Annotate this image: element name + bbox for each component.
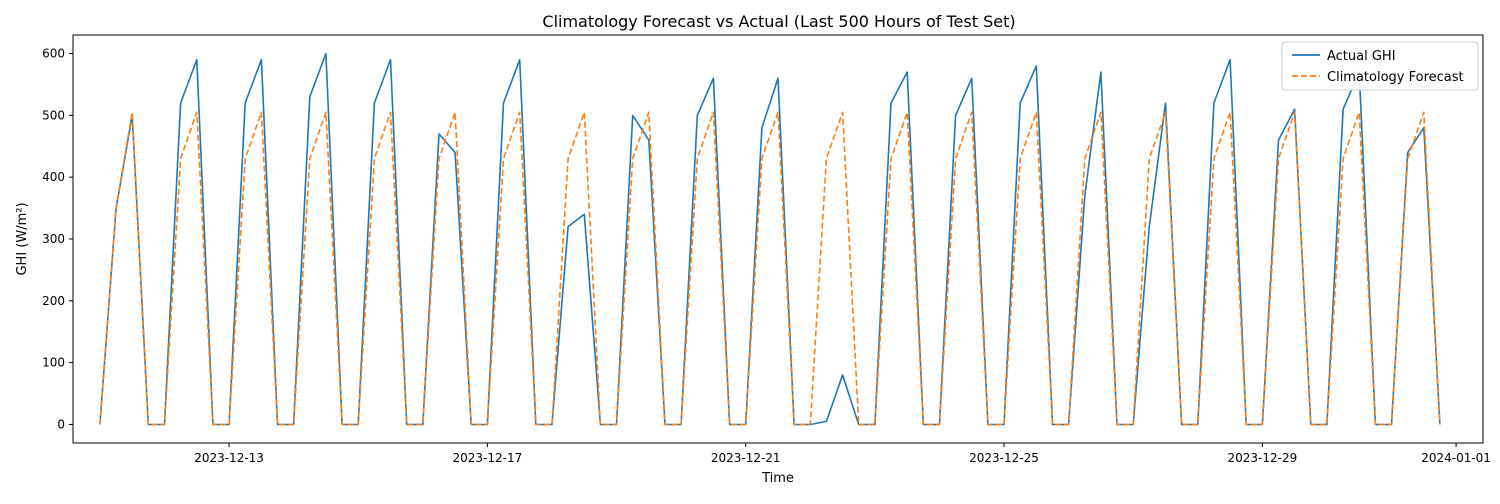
legend: Actual GHI Climatology Forecast — [1281, 41, 1479, 91]
x-tick-label: 2023-12-13 — [194, 451, 264, 465]
plot-area — [72, 34, 1484, 444]
x-tick-label: 2023-12-25 — [969, 451, 1039, 465]
y-tick-label: 400 — [42, 170, 65, 184]
y-tick-label: 300 — [42, 232, 65, 246]
chart-title: Climatology Forecast vs Actual (Last 500… — [542, 12, 1015, 31]
x-tick-label: 2023-12-17 — [453, 451, 523, 465]
series-line-climatology-forecast — [99, 111, 1441, 426]
x-tick-label: 2023-12-21 — [711, 451, 781, 465]
y-axis-label: GHI (W/m²) — [15, 202, 30, 275]
legend-label-actual: Actual GHI — [1327, 49, 1396, 64]
y-tick-label: 500 — [42, 108, 65, 122]
x-axis-label: Time — [761, 471, 794, 486]
y-tick-label: 600 — [42, 47, 65, 61]
x-tick-label: 2023-12-29 — [1227, 451, 1297, 465]
series-layer — [99, 52, 1441, 426]
y-tick-label: 100 — [42, 356, 65, 370]
y-tick-label: 0 — [57, 417, 65, 431]
plot-frame — [72, 34, 1484, 444]
series-line-actual-ghi — [99, 52, 1441, 426]
legend-label-forecast: Climatology Forecast — [1327, 70, 1464, 85]
y-axis: 0 100 200 300 400 500 600 — [42, 47, 73, 431]
x-tick-label: 2024-01-01 — [1421, 451, 1491, 465]
legend-box — [1281, 41, 1479, 91]
y-tick-label: 200 — [42, 294, 65, 308]
x-axis: 2023-12-13 2023-12-17 2023-12-21 2023-12-25… — [194, 443, 1491, 465]
